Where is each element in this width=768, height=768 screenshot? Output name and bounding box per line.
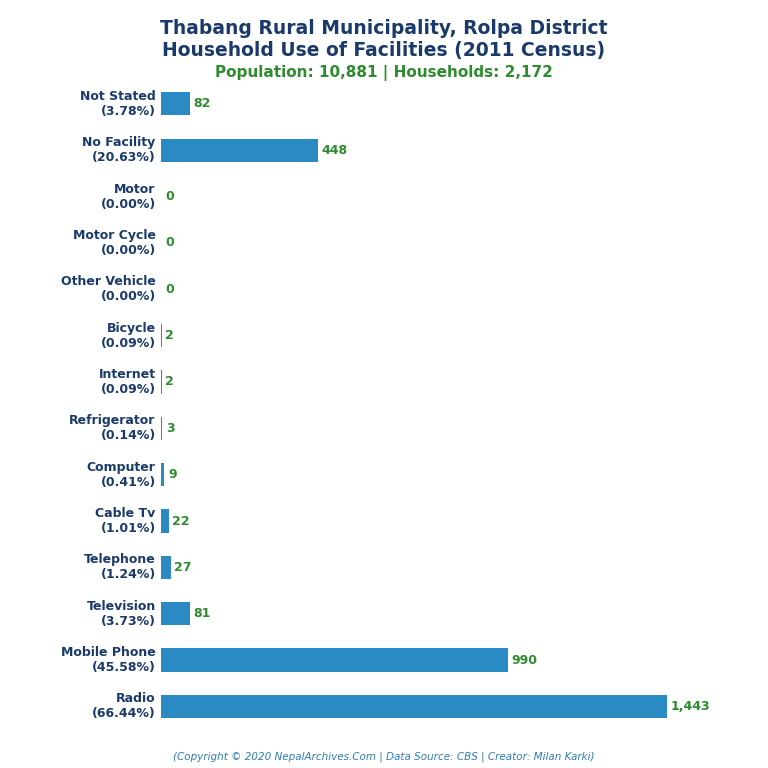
Text: 990: 990 [511, 654, 538, 667]
Text: (Copyright © 2020 NepalArchives.Com | Data Source: CBS | Creator: Milan Karki): (Copyright © 2020 NepalArchives.Com | Da… [174, 751, 594, 762]
Bar [161, 92, 190, 115]
Text: 3: 3 [166, 422, 174, 435]
Text: 81: 81 [194, 607, 210, 621]
Bar [161, 602, 190, 625]
Text: 9: 9 [168, 468, 177, 481]
Text: Population: 10,881 | Households: 2,172: Population: 10,881 | Households: 2,172 [215, 65, 553, 81]
Text: 0: 0 [165, 190, 174, 203]
Text: 2: 2 [165, 329, 174, 342]
Text: 448: 448 [322, 144, 348, 157]
Text: 22: 22 [173, 515, 190, 528]
Text: Thabang Rural Municipality, Rolpa District: Thabang Rural Municipality, Rolpa Distri… [161, 19, 607, 38]
Text: 82: 82 [194, 98, 211, 111]
Bar [161, 509, 169, 532]
Text: Household Use of Facilities (2011 Census): Household Use of Facilities (2011 Census… [163, 41, 605, 60]
Text: 1,443: 1,443 [670, 700, 710, 713]
Text: 2: 2 [165, 376, 174, 389]
Bar [161, 695, 667, 718]
Bar [161, 417, 162, 440]
Bar [161, 463, 164, 486]
Bar [161, 648, 508, 672]
Text: 0: 0 [165, 283, 174, 296]
Text: 0: 0 [165, 237, 174, 250]
Bar [161, 556, 170, 579]
Text: 27: 27 [174, 561, 192, 574]
Bar [161, 138, 318, 162]
